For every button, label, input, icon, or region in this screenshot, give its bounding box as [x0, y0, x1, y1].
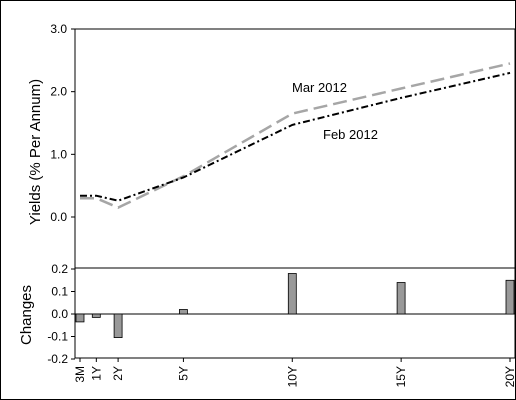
maturity-x-tick-label: 2Y — [111, 366, 125, 381]
change-bar — [178, 309, 188, 315]
change-bar — [505, 279, 515, 315]
yields-y-tick-label: 3.0 — [50, 22, 67, 36]
changes-y-axis-title: Changes — [18, 285, 35, 345]
yields-y-axis-title: Yields (% Per Annum) — [27, 79, 44, 225]
maturity-x-tick-label: 3M — [73, 366, 87, 383]
maturity-x-tick-label: 15Y — [394, 366, 408, 387]
yields-series-line-1 — [80, 71, 511, 202]
yields-y-tick-label: 2.0 — [50, 85, 67, 99]
maturity-x-tick-label: 20Y — [503, 366, 516, 387]
yields-y-tick-label: 1.0 — [50, 147, 67, 161]
changes-y-ticks: -0.2 -0.1 0.0 0.1 0.2 — [47, 262, 75, 366]
change-bar — [113, 313, 123, 339]
yields-panel: 0.0 1.0 2.0 3.0 Yields (% Per Annum) Mar 20… — [27, 22, 516, 269]
yields-y-tick-label: 0.0 — [50, 210, 67, 224]
changes-y-tick-label: -0.2 — [47, 352, 68, 366]
yields-series-line-0 — [80, 62, 511, 209]
changes-y-tick-label: 0.2 — [51, 262, 68, 276]
change-bar — [75, 313, 85, 323]
changes-bars — [75, 273, 515, 339]
change-bar — [396, 282, 406, 315]
yields-series — [80, 62, 511, 209]
maturity-x-tick-label: 10Y — [285, 366, 299, 387]
changes-y-tick-label: 0.1 — [51, 285, 68, 299]
changes-y-tick-label: -0.1 — [47, 330, 68, 344]
yields-plot-frame — [74, 28, 516, 269]
changes-plot-frame — [74, 267, 516, 359]
series-label-mar-2012: Mar 2012 — [292, 80, 347, 95]
yields-y-ticks: 0.0 1.0 2.0 3.0 — [50, 22, 75, 224]
changes-y-tick-label: 0.0 — [51, 307, 68, 321]
series-label-feb-2012: Feb 2012 — [323, 127, 378, 142]
maturity-x-tick-label: 1Y — [89, 366, 103, 381]
change-bar — [287, 273, 297, 315]
maturity-x-tick-label: 5Y — [176, 366, 190, 381]
maturity-x-ticks: 3M 1Y 2Y 5Y 10Y 15Y 20Y — [73, 358, 516, 387]
change-bar — [91, 313, 101, 318]
changes-panel: -0.2 -0.1 0.0 0.1 0.2 3M 1Y 2Y 5Y 10Y 15Y 20Y Chan… — [18, 262, 516, 387]
